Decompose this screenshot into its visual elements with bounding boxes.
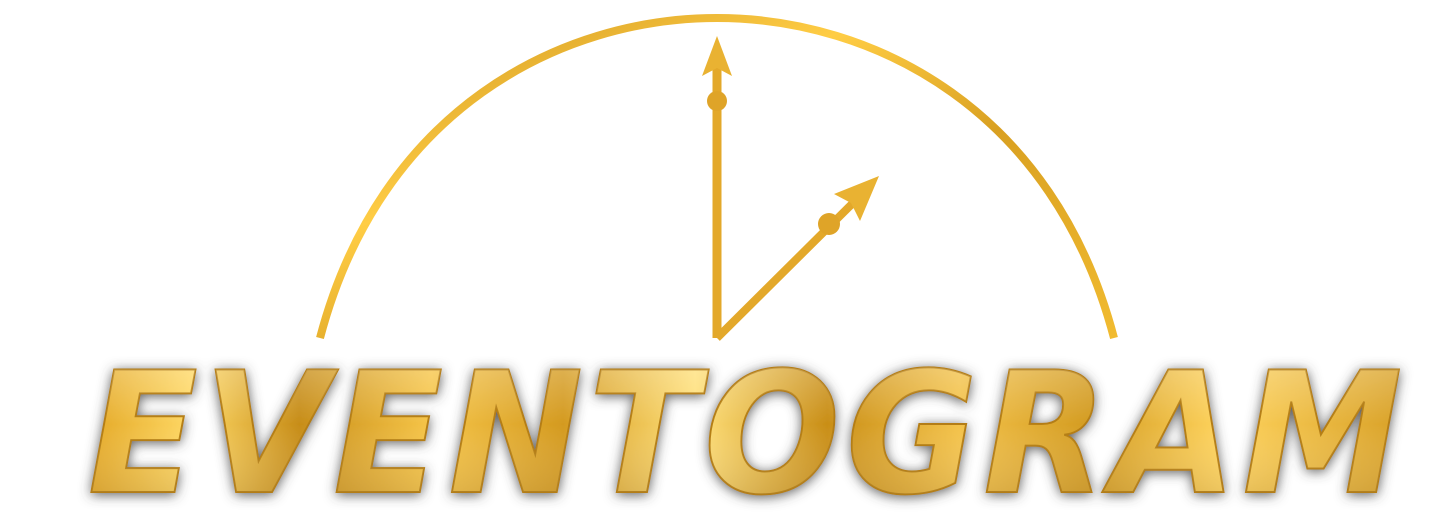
wordmark: EVENTOGRAM EVENTOGRAM [87, 335, 1408, 523]
clock-minute-hand [702, 36, 732, 338]
clock-hour-hand [714, 176, 879, 341]
clock-dial-arc [316, 13, 1118, 340]
half-clock-icon [316, 13, 1118, 341]
wordmark-sheen: EVENTOGRAM [88, 336, 1408, 523]
wordmark-text: EVENTOGRAM [88, 336, 1408, 523]
